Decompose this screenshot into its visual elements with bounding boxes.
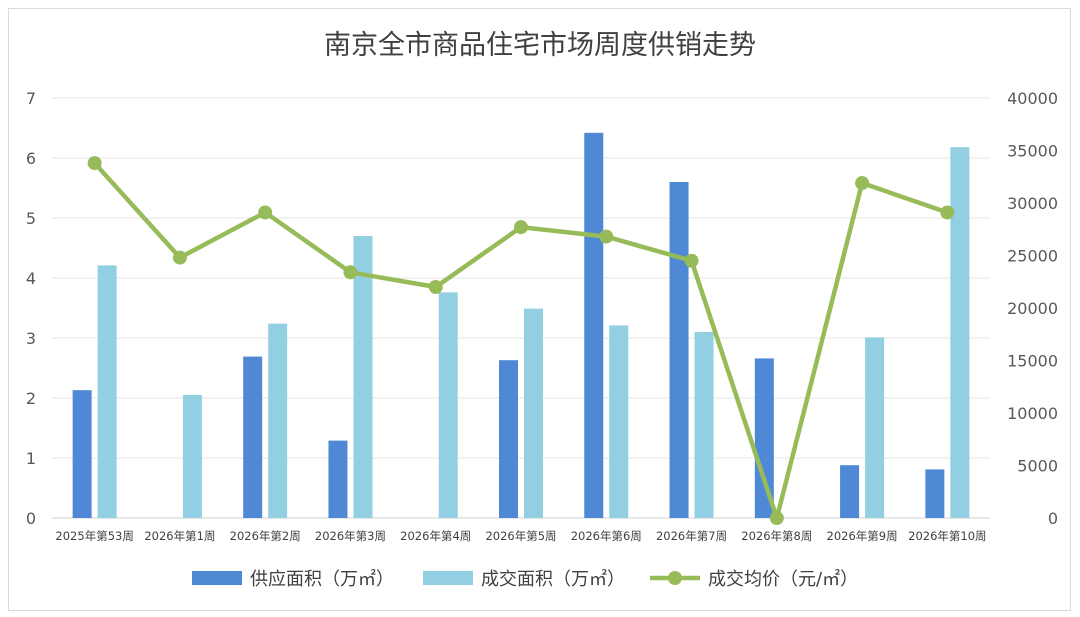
right-tick-label: 25000 xyxy=(1007,247,1058,266)
left-tick-label: 7 xyxy=(26,89,36,108)
left-tick-label: 0 xyxy=(26,509,36,528)
chart-title: 南京全市商品住宅市场周度供销走势 xyxy=(324,30,756,61)
right-tick-label: 5000 xyxy=(1017,457,1058,476)
right-tick-label: 20000 xyxy=(1007,299,1058,318)
legend-label-3: 成交均价（元/㎡） xyxy=(708,568,858,590)
left-tick-label: 5 xyxy=(26,209,36,228)
line-point xyxy=(684,253,699,268)
bar-series-1 xyxy=(669,182,689,518)
line-point xyxy=(769,511,784,525)
bar-series-1 xyxy=(925,469,945,518)
line-point xyxy=(855,176,870,191)
right-tick-label: 35000 xyxy=(1007,142,1058,161)
x-tick-label: 2026年第5周 xyxy=(485,529,556,543)
legend-swatch-1 xyxy=(192,571,242,585)
right-tick-label: 0 xyxy=(1048,509,1058,528)
x-axis: 2025年第53周 2026年第1周 2026年第2周 2026年第3周 2026年第4… xyxy=(55,529,986,543)
x-tick-label: 2025年第53周 xyxy=(55,529,133,543)
line-point xyxy=(87,156,102,171)
x-tick-label: 2026年第4周 xyxy=(400,529,471,543)
right-tick-label: 15000 xyxy=(1007,352,1058,371)
line-point xyxy=(172,250,187,265)
line-series xyxy=(87,156,955,525)
left-tick-label: 6 xyxy=(26,149,36,168)
legend-label-1: 供应面积（万㎡） xyxy=(250,568,394,590)
bar-series-1 xyxy=(243,356,263,518)
left-tick-label: 2 xyxy=(26,389,36,408)
right-tick-label: 30000 xyxy=(1007,194,1058,213)
x-tick-label: 2026年第1周 xyxy=(144,529,215,543)
bar-series-1 xyxy=(754,358,774,518)
x-tick-label: 2026年第3周 xyxy=(315,529,386,543)
bar-series-1 xyxy=(499,360,518,518)
left-axis: 0 1 2 3 4 5 6 7 xyxy=(26,89,36,528)
x-tick-label: 2026年第7周 xyxy=(656,529,727,543)
line-point xyxy=(428,280,443,294)
bar-series-2 xyxy=(438,292,458,518)
right-tick-label: 10000 xyxy=(1007,404,1058,423)
legend: 供应面积（万㎡） 成交面积（万㎡） 成交均价（元/㎡） xyxy=(192,568,858,590)
bar-series-2 xyxy=(97,265,117,518)
line-path xyxy=(92,161,949,521)
bar-series-2 xyxy=(865,337,885,518)
bar-series-2 xyxy=(353,236,373,518)
grid-lines xyxy=(52,97,990,519)
bar-series-1 xyxy=(72,390,92,518)
legend-swatch-2 xyxy=(423,571,473,585)
bar-series-2 xyxy=(268,323,288,518)
line-point xyxy=(940,205,955,220)
bar-series-1 xyxy=(840,465,860,518)
bar-series-1 xyxy=(328,440,348,518)
bar-series-1 xyxy=(584,132,604,519)
legend-label-2: 成交面积（万㎡） xyxy=(481,568,625,590)
x-tick-label: 2026年第9周 xyxy=(827,529,898,543)
bar-series-2 xyxy=(609,325,629,518)
line-point xyxy=(599,229,614,244)
legend-swatch-marker xyxy=(668,571,682,585)
bar-series-2 xyxy=(524,308,543,518)
line-point xyxy=(514,220,528,235)
bar-series-2 xyxy=(694,332,714,518)
bar-series-2 xyxy=(950,147,970,518)
right-tick-label: 40000 xyxy=(1007,89,1058,108)
left-tick-label: 3 xyxy=(26,329,36,348)
left-tick-label: 1 xyxy=(26,449,36,468)
x-tick-label: 2026年第6周 xyxy=(571,529,642,543)
left-tick-label: 4 xyxy=(26,269,36,288)
bars xyxy=(72,132,970,519)
line-point xyxy=(258,205,273,220)
x-tick-label: 2026年第10周 xyxy=(908,529,986,543)
line-point xyxy=(343,265,358,280)
bar-series-2 xyxy=(182,395,202,518)
x-tick-label: 2026年第2周 xyxy=(230,529,301,543)
right-axis: 0 5000 10000 15000 20000 25000 30000 35000 40000 xyxy=(1007,89,1058,528)
x-tick-label: 2026年第8周 xyxy=(741,529,812,543)
